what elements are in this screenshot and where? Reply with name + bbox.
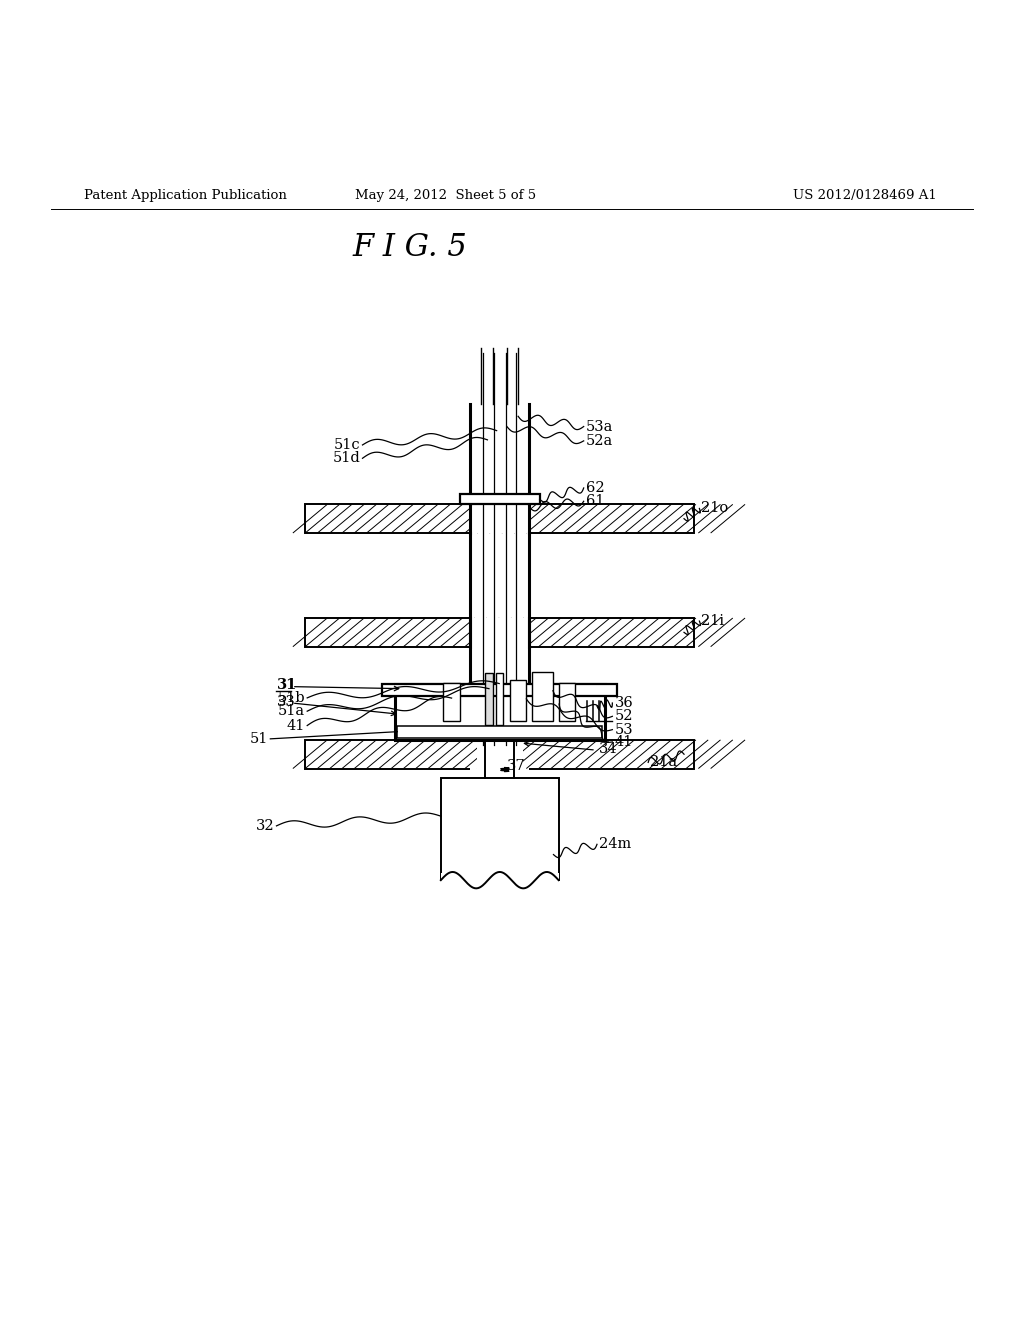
- Text: 36: 36: [614, 696, 633, 710]
- Bar: [496, 673, 503, 725]
- Text: 31: 31: [276, 677, 297, 692]
- Text: 34: 34: [599, 742, 617, 756]
- Bar: [305, 504, 694, 533]
- Text: 53: 53: [614, 722, 633, 737]
- Text: May 24, 2012  Sheet 5 of 5: May 24, 2012 Sheet 5 of 5: [355, 189, 536, 202]
- Bar: [532, 672, 553, 722]
- Text: 62: 62: [586, 480, 604, 495]
- Bar: [443, 682, 460, 722]
- Bar: [460, 494, 540, 504]
- Text: 52a: 52a: [586, 434, 613, 447]
- Bar: [485, 673, 493, 725]
- Text: 21o: 21o: [701, 502, 729, 515]
- Text: 51: 51: [250, 731, 268, 746]
- Text: 51c: 51c: [334, 438, 360, 451]
- Text: 53a: 53a: [586, 420, 613, 433]
- Bar: [395, 684, 604, 741]
- Text: 21a: 21a: [650, 755, 677, 770]
- Bar: [510, 681, 526, 722]
- Text: 21i: 21i: [701, 614, 725, 628]
- Bar: [305, 741, 694, 768]
- Text: Patent Application Publication: Patent Application Publication: [84, 189, 287, 202]
- Text: US 2012/0128469 A1: US 2012/0128469 A1: [794, 189, 937, 202]
- Text: 41: 41: [287, 718, 305, 733]
- Bar: [305, 618, 694, 647]
- Text: 51d: 51d: [333, 451, 360, 465]
- Bar: [383, 684, 616, 696]
- Text: 24m: 24m: [599, 837, 631, 851]
- Text: 51a: 51a: [279, 704, 305, 718]
- Text: 52: 52: [614, 709, 633, 723]
- Text: 37: 37: [507, 759, 525, 774]
- Text: 32: 32: [256, 818, 274, 833]
- Bar: [397, 726, 602, 738]
- Bar: [440, 777, 559, 880]
- Text: 41: 41: [614, 735, 633, 748]
- Text: 61: 61: [586, 494, 604, 508]
- Bar: [559, 682, 575, 722]
- Text: 51b: 51b: [278, 690, 305, 705]
- Text: 33: 33: [276, 696, 295, 709]
- Text: F I G. 5: F I G. 5: [352, 232, 467, 263]
